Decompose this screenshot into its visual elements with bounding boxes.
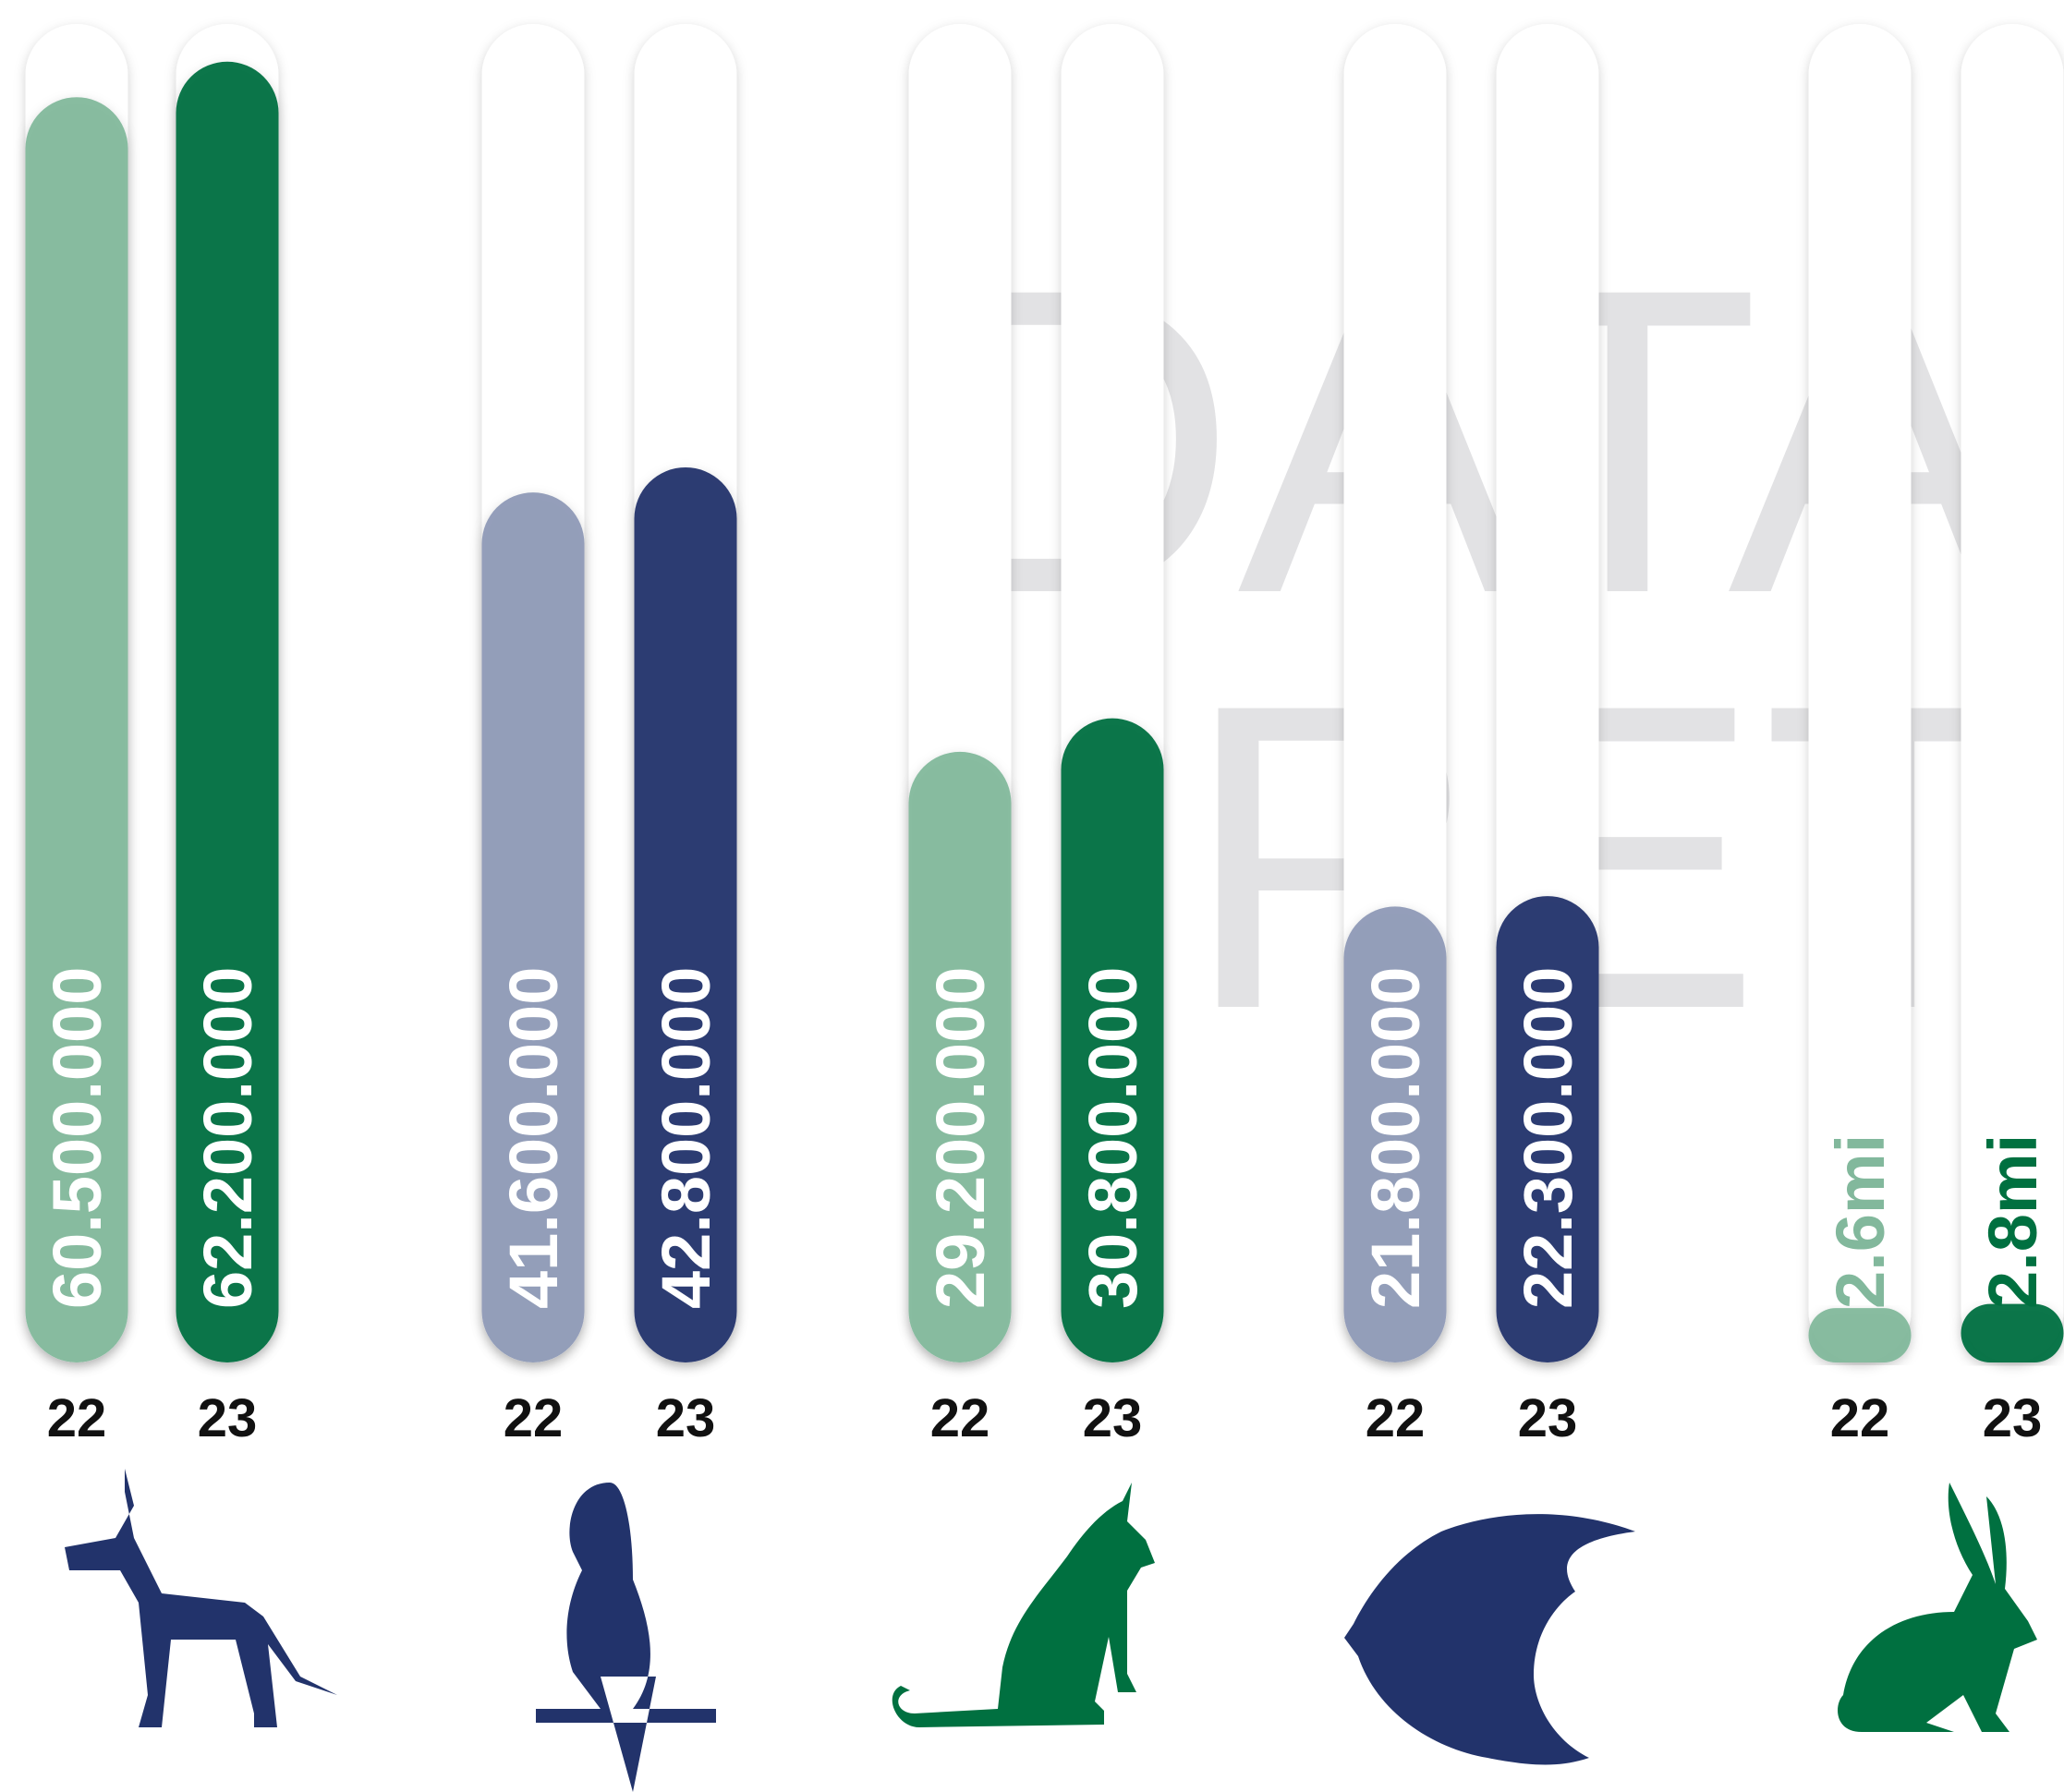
- x-tick-label: 22: [47, 1388, 107, 1448]
- bar: [1496, 896, 1599, 1362]
- bar: [1061, 718, 1164, 1362]
- bar: [481, 492, 585, 1362]
- value-label: 62.200.000: [189, 967, 266, 1309]
- parrot-icon: [536, 1483, 716, 1792]
- value-label: 41.600.000: [495, 967, 572, 1309]
- bars: 60.500.000 22 62.200.000 23 41.600.000 22 42.8…: [25, 61, 2064, 1448]
- x-tick-label: 23: [1983, 1388, 2043, 1448]
- value-label: 21.800.000: [1357, 967, 1434, 1309]
- x-tick-label: 22: [930, 1388, 990, 1448]
- bar: [1343, 906, 1447, 1362]
- x-tick-label: 22: [504, 1388, 564, 1448]
- value-label: 2.8mi: [1974, 1134, 2051, 1309]
- x-tick-label: 23: [656, 1388, 716, 1448]
- value-label: 30.800.000: [1074, 967, 1151, 1309]
- x-tick-label: 23: [198, 1388, 258, 1448]
- bar: [908, 751, 1012, 1362]
- bar-track: [1808, 24, 1912, 1362]
- value-label: 60.500.000: [39, 967, 115, 1309]
- icons: [65, 1469, 2037, 1792]
- x-tick-label: 22: [1830, 1388, 1890, 1448]
- bar: [1961, 1303, 2064, 1362]
- rabbit-icon: [1838, 1483, 2037, 1732]
- x-tick-label: 22: [1366, 1388, 1426, 1448]
- cat-icon: [892, 1483, 1155, 1727]
- value-label: 22.300.000: [1510, 967, 1586, 1309]
- x-tick-label: 23: [1518, 1388, 1578, 1448]
- value-label: 29.200.000: [922, 967, 999, 1309]
- x-tick-label: 23: [1083, 1388, 1143, 1448]
- value-label: 42.800.000: [648, 967, 724, 1309]
- value-label: 2.6mi: [1822, 1134, 1899, 1309]
- bar: [634, 466, 737, 1362]
- fish-icon: [1344, 1514, 1635, 1765]
- bar: [176, 61, 279, 1362]
- dog-icon: [65, 1469, 337, 1727]
- bar-track: [1961, 24, 2064, 1362]
- bar: [1808, 1308, 1912, 1362]
- bar: [25, 97, 128, 1362]
